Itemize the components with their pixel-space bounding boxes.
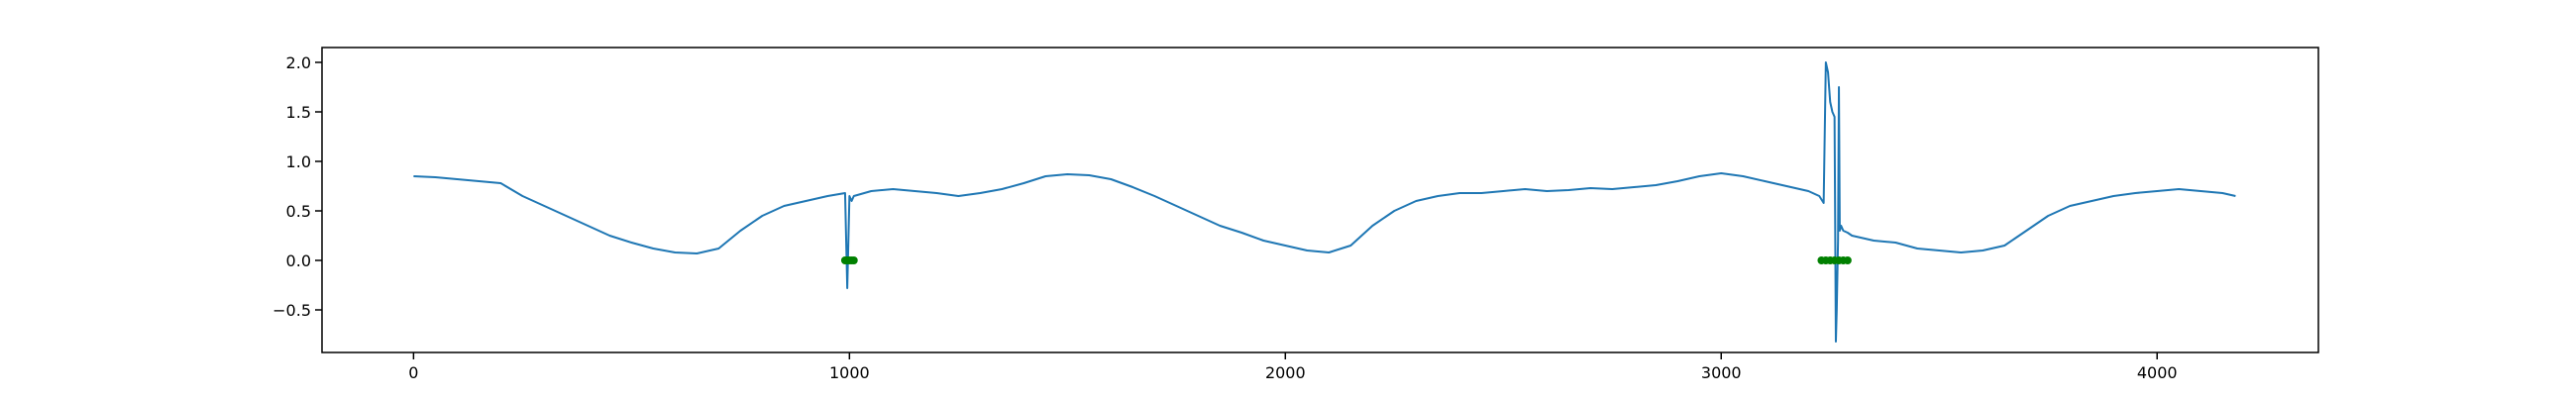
x-tick-label: 4000 — [2137, 363, 2178, 382]
plot-frame — [321, 47, 2319, 353]
y-tick-label: −0.5 — [272, 301, 311, 320]
y-tick-label: 1.0 — [286, 152, 311, 171]
x-tick-label: 2000 — [1265, 363, 1306, 382]
axis-layer: 0 1000 2000 3000 4000 −0.5 0.0 0.5 1.0 1.5 2.0 — [272, 53, 2177, 382]
marker-point — [1843, 256, 1852, 264]
x-tick-label: 1000 — [829, 363, 870, 382]
x-tick-label: 0 — [408, 363, 418, 382]
y-tick-label: 0.5 — [286, 202, 311, 221]
series-line — [413, 61, 2236, 343]
y-tick-label: 0.0 — [286, 251, 311, 270]
plot-layer — [413, 61, 2236, 343]
marker-point — [849, 256, 858, 264]
y-tick-label: 2.0 — [286, 53, 311, 72]
y-tick-label: 1.5 — [286, 103, 311, 122]
x-tick-label: 3000 — [1701, 363, 1742, 382]
